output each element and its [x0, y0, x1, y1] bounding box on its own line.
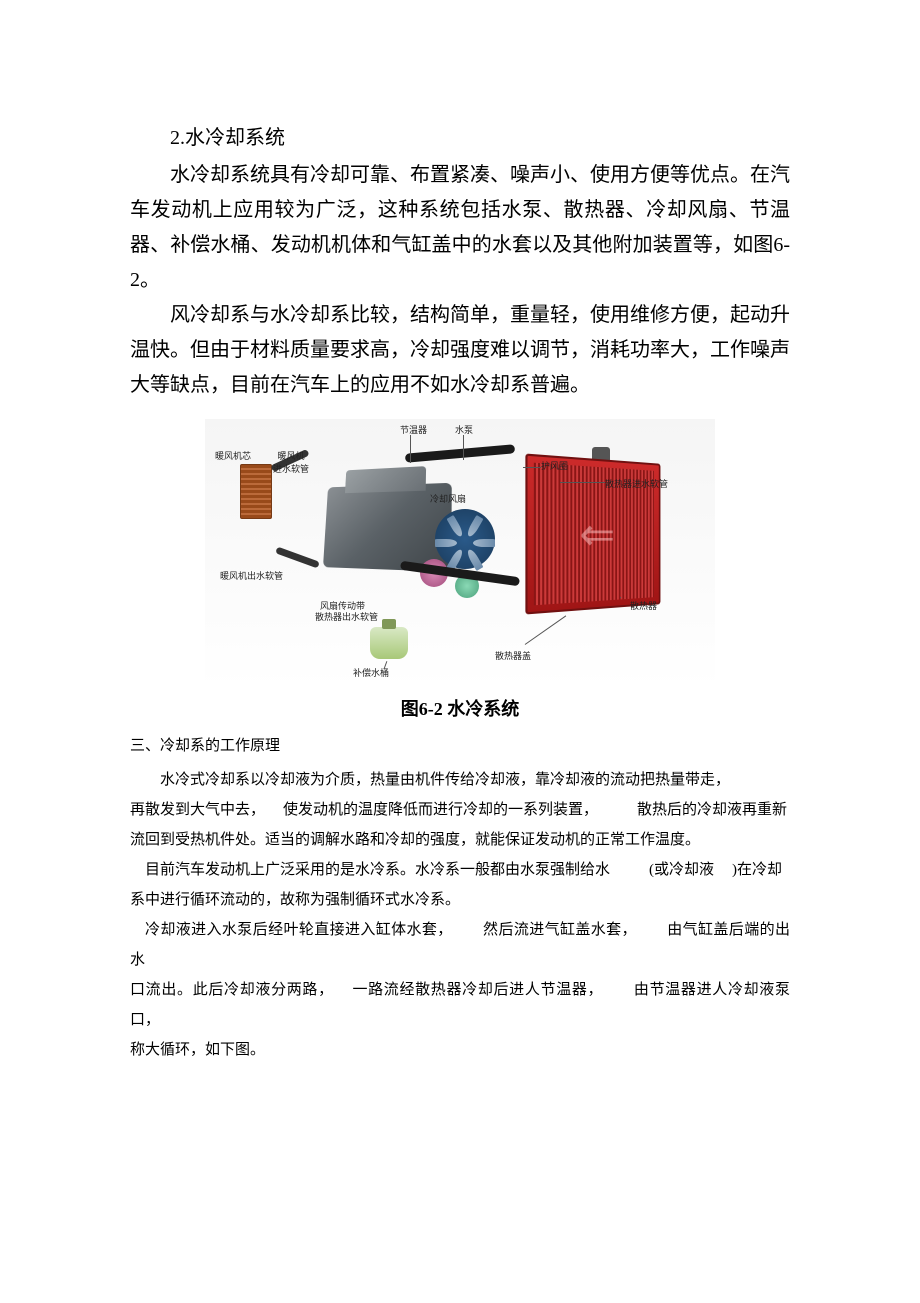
- label-rad-cap: 散热器盖: [495, 649, 531, 662]
- label-shroud: 护风圈: [541, 459, 568, 472]
- fan-blade: [473, 539, 495, 547]
- section3-p3-line3: 称大循环，如下图。: [130, 1035, 790, 1065]
- reservoir-shape: [370, 627, 408, 659]
- cooling-system-diagram: 节温器 水泵 暖风机芯 暖风机 进水软管 冷却风扇 护风圈 散热器进水软管 暖风…: [205, 419, 715, 689]
- fan-blade: [466, 548, 484, 571]
- label-heater-in: 暖风机 进水软管: [273, 449, 309, 475]
- leader-line: [523, 467, 541, 468]
- section3-p2-line1: 目前汽车发动机上广泛采用的是水冷系。水冷系一般都由水泵强制给水 (或冷却液 )在冷却: [130, 855, 790, 885]
- leader-line: [525, 615, 567, 644]
- heater-core-shape: [240, 464, 272, 519]
- section3-p2-line2: 系中进行循环流动的，故称为强制循环式水冷系。: [130, 885, 790, 915]
- label-rad-out: 散热器出水软管: [315, 610, 378, 623]
- text-span: 口流出。此后冷却液分两路，: [130, 982, 334, 998]
- section-number-title: 2.水冷却系统: [130, 120, 790, 156]
- leader-line: [620, 597, 621, 598]
- text-span: 冷却液进入水泵后经叶轮直接进入缸体水套，: [145, 922, 453, 938]
- figure-6-2: 节温器 水泵 暖风机芯 暖风机 进水软管 冷却风扇 护风圈 散热器进水软管 暖风…: [130, 419, 790, 721]
- section3-p3-line2: 口流出。此后冷却液分两路，一路流经散热器冷却后进人节温器，由节温器进人冷却液泵口…: [130, 975, 790, 1035]
- text-span: 目前汽车发动机上广泛采用的是水冷系。水冷系一般都由水泵强制给水: [145, 862, 610, 878]
- label-radiator: 散热器: [630, 599, 657, 612]
- leader-line: [410, 435, 411, 463]
- text-span: 散热后的冷却液再重新: [637, 802, 787, 818]
- fan-shroud-shape: [435, 509, 495, 569]
- section-3-heading: 三、冷却系的工作原理: [130, 731, 790, 761]
- paragraph-1: 水冷却系统具有冷却可靠、布置紧凑、噪声小、使用方便等优点。在汽车发动机上应用较为…: [130, 158, 790, 298]
- document-body: 2.水冷却系统 水冷却系统具有冷却可靠、布置紧凑、噪声小、使用方便等优点。在汽车…: [130, 120, 790, 1065]
- label-rad-in: 散热器进水软管: [605, 477, 668, 490]
- fan-blade: [447, 515, 465, 538]
- paragraph-2: 风冷却系与水冷却系比较，结构简单，重量轻，使用维修方便，起动升温快。但由于材料质…: [130, 298, 790, 403]
- text-span: 再散发到大气中去，: [130, 802, 265, 818]
- label-thermostat: 节温器: [400, 423, 427, 436]
- section3-p1-line1: 水冷式冷却系以冷却液为介质，热量由机件传给冷却液，靠冷却液的流动把热量带走，: [130, 765, 790, 795]
- section3-p1-line3: 流回到受热机件处。适当的调解水路和冷却的强度，就能保证发动机的正常工作温度。: [130, 825, 790, 855]
- label-heater-out: 暖风机出水软管: [220, 569, 283, 582]
- leader-line: [463, 435, 464, 460]
- fan-blade: [435, 539, 457, 547]
- text-span: 然后流进气缸盖水套，: [483, 922, 637, 938]
- fan-blade: [466, 515, 484, 538]
- figure-caption: 图6-2 水冷系统: [401, 695, 520, 721]
- label-pump: 水泵: [455, 423, 473, 436]
- text-span: (或冷却液: [649, 862, 714, 878]
- text-span: 使发动机的温度降低而进行冷却的一系列装置，: [283, 802, 598, 818]
- text-span: 一路流经散热器冷却后进人节温器，: [352, 982, 603, 998]
- label-fan: 冷却风扇: [430, 492, 466, 505]
- label-heater-core: 暖风机芯: [215, 449, 251, 462]
- section3-p3-line1: 冷却液进入水泵后经叶轮直接进入缸体水套，然后流进气缸盖水套，由气缸盖后端的出水: [130, 915, 790, 975]
- section3-p1-line2: 再散发到大气中去， 使发动机的温度降低而进行冷却的一系列装置， 散热后的冷却液再重新: [130, 795, 790, 825]
- leader-line: [560, 482, 605, 483]
- text-span: )在冷却: [732, 862, 782, 878]
